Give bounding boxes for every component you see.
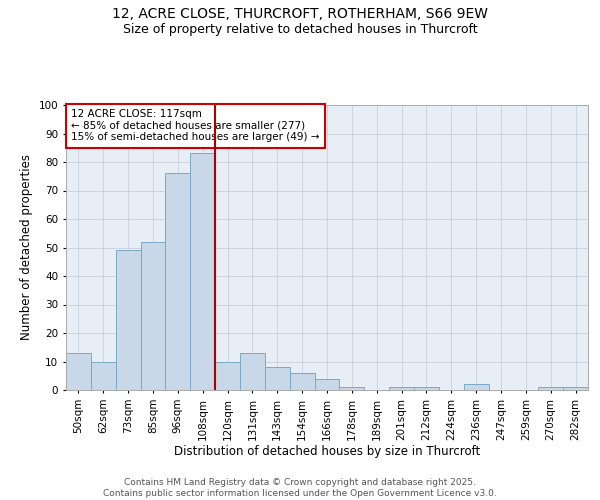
Bar <box>340 387 364 390</box>
Bar <box>290 373 314 390</box>
Bar <box>215 362 240 390</box>
Bar <box>140 242 166 390</box>
Bar <box>414 387 439 390</box>
Bar <box>240 353 265 390</box>
Bar <box>464 384 488 390</box>
Bar <box>166 174 190 390</box>
Text: Contains HM Land Registry data © Crown copyright and database right 2025.
Contai: Contains HM Land Registry data © Crown c… <box>103 478 497 498</box>
Bar <box>66 353 91 390</box>
Bar <box>116 250 140 390</box>
Bar <box>190 154 215 390</box>
Y-axis label: Number of detached properties: Number of detached properties <box>20 154 33 340</box>
X-axis label: Distribution of detached houses by size in Thurcroft: Distribution of detached houses by size … <box>174 446 480 458</box>
Bar <box>389 387 414 390</box>
Text: Size of property relative to detached houses in Thurcroft: Size of property relative to detached ho… <box>122 22 478 36</box>
Bar <box>314 378 340 390</box>
Bar <box>91 362 116 390</box>
Bar <box>265 367 290 390</box>
Text: 12 ACRE CLOSE: 117sqm
← 85% of detached houses are smaller (277)
15% of semi-det: 12 ACRE CLOSE: 117sqm ← 85% of detached … <box>71 110 320 142</box>
Bar <box>563 387 588 390</box>
Text: 12, ACRE CLOSE, THURCROFT, ROTHERHAM, S66 9EW: 12, ACRE CLOSE, THURCROFT, ROTHERHAM, S6… <box>112 8 488 22</box>
Bar <box>538 387 563 390</box>
